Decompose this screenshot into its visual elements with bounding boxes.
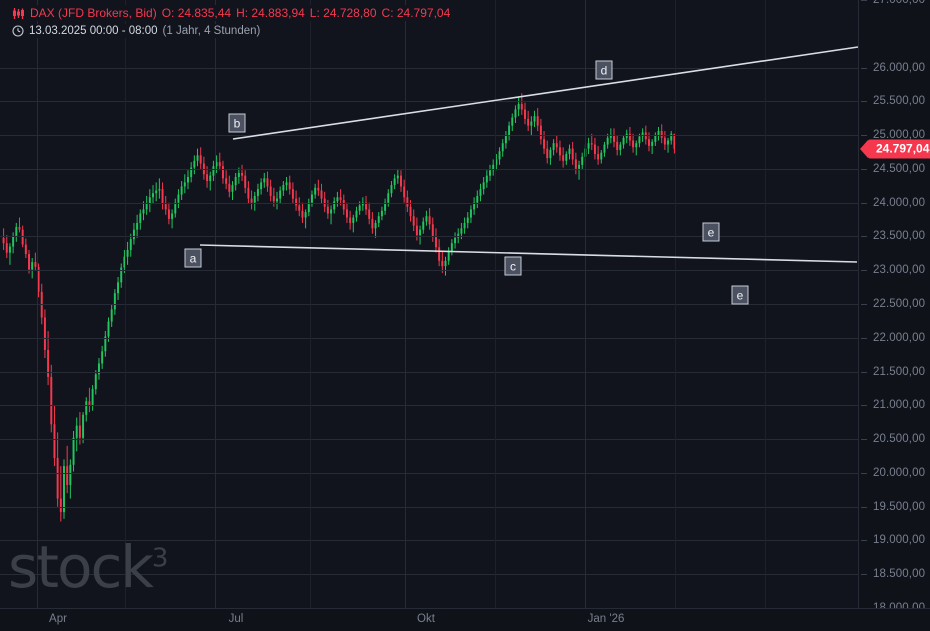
wave-label-b-1[interactable]: b (228, 113, 246, 133)
wave-label-a-0[interactable]: a (184, 248, 202, 268)
legend-row-instrument: DAX (JFD Brokers, Bid) O: 24.835,44 H: 2… (8, 5, 455, 21)
price-axis-tick (861, 304, 867, 305)
price-axis-tick (861, 168, 867, 170)
price-axis-label: 23.000,00 (873, 264, 926, 277)
price-axis-tick (861, 506, 867, 508)
price-axis-tick (861, 405, 867, 407)
price-axis-label: 22.000,00 (873, 331, 926, 344)
grid-line-vertical-minor (125, 0, 126, 608)
grid-line-vertical-minor (765, 0, 766, 608)
grid-line-horizontal (0, 405, 858, 407)
price-axis-label: 24.000,00 (873, 196, 926, 209)
price-axis-tick (861, 270, 867, 272)
upper-trendline[interactable] (232, 46, 858, 140)
current-price-badge: 24.797,04 (868, 139, 930, 159)
grid-line-horizontal (0, 337, 858, 339)
price-axis-label: 22.500,00 (873, 298, 926, 310)
grid-line-horizontal (0, 202, 858, 204)
time-axis-label: Okt (417, 613, 435, 625)
ohlc-high: H: 24.883,94 (236, 6, 305, 20)
clock-icon (12, 25, 24, 37)
wave-label-c-2[interactable]: c (504, 256, 522, 276)
price-axis-label: 27.000,00 (873, 0, 926, 6)
grid-line-vertical (37, 0, 38, 608)
lower-trendline[interactable] (199, 244, 858, 263)
wave-label-e-4[interactable]: e (702, 222, 720, 242)
grid-line-horizontal (0, 67, 858, 69)
time-axis-label: Apr (49, 613, 67, 625)
price-axis-tick (861, 439, 867, 441)
ohlc-low: L: 24.728,80 (309, 6, 377, 20)
grid-line-horizontal (0, 371, 858, 373)
price-axis-label: 19.500,00 (873, 500, 926, 513)
grid-line-horizontal (0, 540, 858, 542)
grid-line-horizontal (0, 135, 858, 137)
grid-line-horizontal (0, 101, 858, 103)
price-axis-label: 18.500,00 (873, 568, 926, 581)
price-axis-tick (861, 574, 867, 576)
price-axis-label: 21.500,00 (873, 365, 926, 378)
watermark-text: stock (8, 533, 154, 601)
price-axis-tick (861, 0, 867, 1)
grid-line-horizontal (0, 506, 858, 508)
ohlc-open: O: 24.835,44 (161, 6, 232, 20)
price-axis-label: 23.500,00 (873, 230, 926, 243)
time-axis-label: Jan '26 (587, 613, 625, 625)
wave-label-d-3[interactable]: d (595, 60, 613, 80)
price-axis-label: 20.000,00 (873, 466, 926, 479)
candlestick-icon (12, 7, 25, 20)
chart-legend: DAX (JFD Brokers, Bid) O: 24.835,44 H: 2… (8, 5, 455, 38)
ohlc-close: C: 24.797,04 (381, 6, 451, 20)
grid-line-vertical-minor (675, 0, 676, 608)
grid-line-vertical (215, 0, 216, 608)
price-axis-tick (861, 202, 867, 204)
price-axis-tick (861, 371, 867, 373)
price-axis-tick (861, 101, 867, 103)
chart-plot-area[interactable]: stock3 a b c d e e (0, 0, 858, 608)
price-axis-label: 25.000,00 (873, 129, 926, 142)
time-axis[interactable]: Apr Jul Okt Jan '26 (0, 608, 930, 631)
grid-line-horizontal (0, 168, 858, 170)
grid-line-horizontal (0, 236, 858, 238)
grid-line-vertical-minor (310, 0, 311, 608)
price-badge-arrow (860, 139, 868, 158)
price-axis-tick (861, 67, 867, 69)
grid-line-horizontal (0, 439, 858, 441)
wave-label-e-5[interactable]: e (731, 285, 749, 305)
price-axis-tick (861, 540, 867, 542)
price-axis-label: 24.500,00 (873, 162, 926, 175)
grid-line-vertical (405, 0, 406, 608)
price-axis-tick (861, 135, 867, 137)
price-axis-tick (861, 236, 867, 238)
grid-line-horizontal (0, 270, 858, 272)
price-axis-label: 20.500,00 (873, 433, 926, 446)
datetime-label: 13.03.2025 00:00 - 08:00 (29, 25, 158, 37)
price-axis[interactable]: 18.000,0018.500,0019.000,0019.500,0020.0… (858, 0, 930, 614)
grid-line-vertical-minor (495, 0, 496, 608)
price-axis-tick (861, 472, 867, 474)
instrument-name[interactable]: DAX (JFD Brokers, Bid) (30, 6, 157, 20)
price-axis-label: 26.000,00 (873, 61, 926, 74)
grid-line-vertical (585, 0, 586, 608)
range-meta-label: (1 Jahr, 4 Stunden) (162, 25, 261, 37)
grid-line-horizontal (0, 304, 858, 305)
watermark-sup: 3 (151, 543, 169, 574)
trendline-layer (199, 46, 858, 263)
grid-line-horizontal (0, 472, 858, 474)
grid-line-horizontal (0, 574, 858, 576)
time-axis-label: Jul (228, 613, 244, 625)
stock3-watermark: stock3 (8, 533, 168, 601)
legend-row-time: 13.03.2025 00:00 - 08:00 (1 Jahr, 4 Stun… (8, 24, 265, 38)
price-axis-tick (861, 337, 867, 339)
price-axis-label: 25.500,00 (873, 95, 926, 108)
price-axis-label: 19.000,00 (873, 534, 926, 547)
price-axis-label: 21.000,00 (873, 399, 926, 412)
